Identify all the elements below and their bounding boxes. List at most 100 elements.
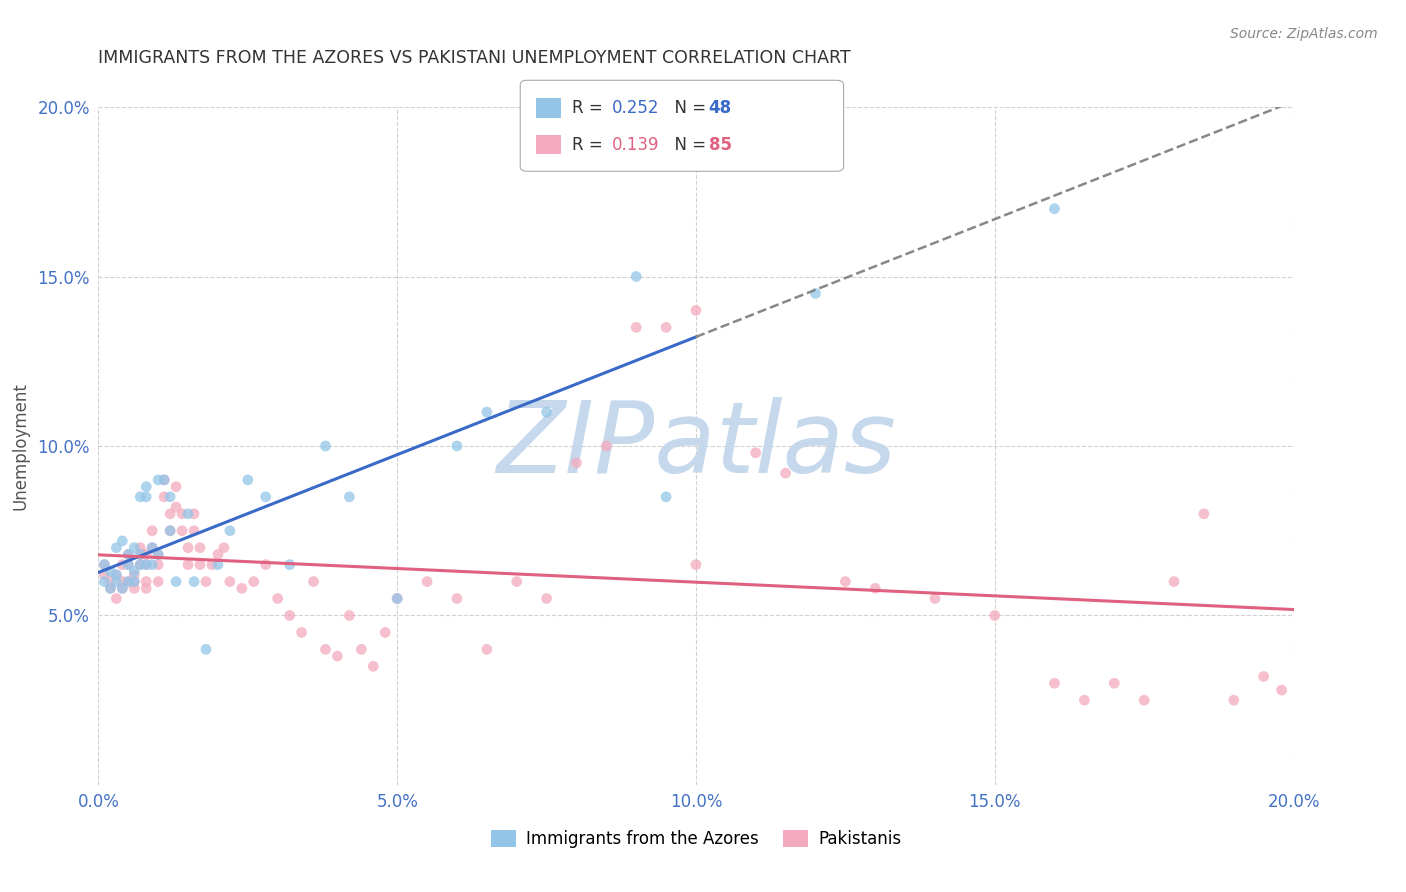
Point: [129, 548, 152, 562]
Point: [172, 524, 194, 538]
Point: [685, 558, 707, 572]
Point: [207, 548, 229, 562]
Point: [129, 490, 152, 504]
Text: IMMIGRANTS FROM THE AZORES VS PAKISTANI UNEMPLOYMENT CORRELATION CHART: IMMIGRANTS FROM THE AZORES VS PAKISTANI …: [98, 49, 851, 67]
Point: [177, 541, 200, 555]
Point: [148, 574, 170, 589]
Point: [111, 558, 134, 572]
Point: [188, 541, 211, 555]
Point: [1192, 507, 1215, 521]
Point: [834, 574, 856, 589]
Point: [595, 134, 617, 148]
Point: [655, 490, 678, 504]
Point: [117, 548, 139, 562]
Point: [165, 500, 187, 514]
Point: [117, 574, 139, 589]
Text: 85: 85: [709, 136, 731, 153]
Point: [117, 558, 139, 572]
Point: [148, 558, 170, 572]
Point: [195, 642, 218, 657]
Point: [141, 541, 163, 555]
Point: [159, 507, 181, 521]
Point: [326, 649, 349, 664]
Point: [98, 565, 122, 579]
Text: R =: R =: [572, 99, 609, 117]
Point: [536, 405, 558, 419]
Point: [339, 490, 361, 504]
Point: [117, 558, 139, 572]
Point: [93, 558, 115, 572]
Point: [416, 574, 439, 589]
Point: [105, 591, 128, 606]
Point: [1253, 669, 1275, 683]
Text: R =: R =: [572, 136, 609, 153]
Point: [153, 473, 176, 487]
Text: 0.252: 0.252: [612, 99, 659, 117]
Point: [363, 659, 385, 673]
Point: [350, 642, 373, 657]
Point: [93, 574, 115, 589]
Point: [775, 466, 797, 480]
Point: [219, 574, 242, 589]
Point: [195, 574, 218, 589]
Point: [278, 608, 301, 623]
Point: [93, 558, 115, 572]
Point: [159, 490, 181, 504]
Point: [141, 541, 163, 555]
Point: [231, 582, 253, 596]
Point: [685, 303, 707, 318]
Point: [153, 490, 176, 504]
Point: [315, 439, 337, 453]
Text: 48: 48: [709, 99, 731, 117]
Point: [1043, 676, 1066, 690]
Point: [565, 456, 588, 470]
Point: [129, 541, 152, 555]
Point: [291, 625, 314, 640]
Point: [207, 558, 229, 572]
Point: [124, 541, 146, 555]
Point: [236, 473, 259, 487]
Point: [177, 507, 200, 521]
Point: [188, 558, 211, 572]
Point: [865, 582, 887, 596]
Point: [536, 591, 558, 606]
Point: [804, 286, 827, 301]
Point: [212, 541, 235, 555]
Point: [98, 582, 122, 596]
Point: [254, 558, 277, 572]
Point: [475, 642, 498, 657]
Point: [315, 642, 337, 657]
Point: [98, 582, 122, 596]
Legend: Immigrants from the Azores, Pakistanis: Immigrants from the Azores, Pakistanis: [484, 823, 908, 855]
Point: [177, 558, 200, 572]
Point: [339, 608, 361, 623]
Point: [924, 591, 946, 606]
Text: N =: N =: [664, 136, 711, 153]
Point: [374, 625, 396, 640]
Point: [475, 405, 498, 419]
Point: [1133, 693, 1156, 707]
Point: [111, 582, 134, 596]
Point: [117, 548, 139, 562]
Point: [172, 507, 194, 521]
Point: [201, 558, 224, 572]
Text: ZIPatlas: ZIPatlas: [496, 398, 896, 494]
Point: [129, 548, 152, 562]
Point: [1223, 693, 1246, 707]
Point: [219, 524, 242, 538]
Point: [135, 558, 157, 572]
Point: [129, 558, 152, 572]
Point: [278, 558, 301, 572]
Point: [159, 524, 181, 538]
Point: [135, 490, 157, 504]
Point: [254, 490, 277, 504]
Point: [385, 591, 409, 606]
Point: [655, 320, 678, 334]
Point: [1073, 693, 1095, 707]
Point: [105, 567, 128, 582]
Point: [124, 567, 146, 582]
Point: [745, 446, 768, 460]
Point: [111, 533, 134, 548]
Point: [153, 473, 176, 487]
Point: [148, 548, 170, 562]
